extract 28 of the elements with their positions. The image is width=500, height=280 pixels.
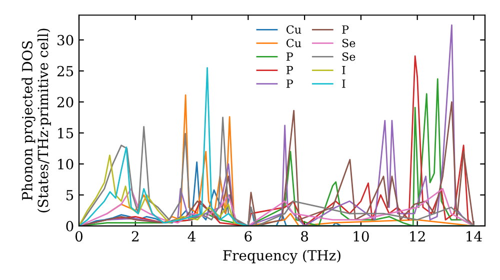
legend-label: P — [342, 25, 349, 34]
x-tick-label: 0 — [75, 231, 82, 242]
y-tick-label: 10 — [58, 158, 74, 170]
y-tick-label: 20 — [57, 96, 74, 108]
legend-label: P — [286, 80, 293, 88]
x-tick-label: 6 — [244, 231, 252, 242]
y-tick-label: 15 — [58, 128, 74, 138]
y-tick-label: 0 — [66, 220, 74, 232]
legend-label: P — [286, 52, 293, 61]
legend-label: Se — [342, 52, 356, 61]
x-tick-label: 2 — [132, 231, 138, 242]
line-series — [79, 188, 474, 226]
y-tick-label: 25 — [57, 66, 74, 76]
x-tick-label: 12 — [410, 231, 425, 242]
y-tick-label: 5 — [66, 190, 74, 200]
legend-label: I — [342, 80, 346, 88]
x-tick-label: 4 — [188, 231, 196, 242]
x-tick-label: 14 — [466, 231, 482, 242]
legend-label: Cu — [286, 38, 302, 48]
y-tick-label: 30 — [58, 34, 74, 46]
legend-label: I — [342, 66, 346, 74]
legend-label: Cu — [286, 25, 302, 34]
y-axis-title: Phonon projected DOS (States/THz·primitive cell) — [22, 28, 51, 212]
legend-label: P — [286, 66, 293, 74]
legend-label: Se — [342, 38, 356, 48]
x-tick-label: 8 — [301, 231, 308, 242]
x-axis-title: Frequency (THz) — [223, 250, 340, 264]
x-tick-label: 10 — [354, 231, 369, 242]
